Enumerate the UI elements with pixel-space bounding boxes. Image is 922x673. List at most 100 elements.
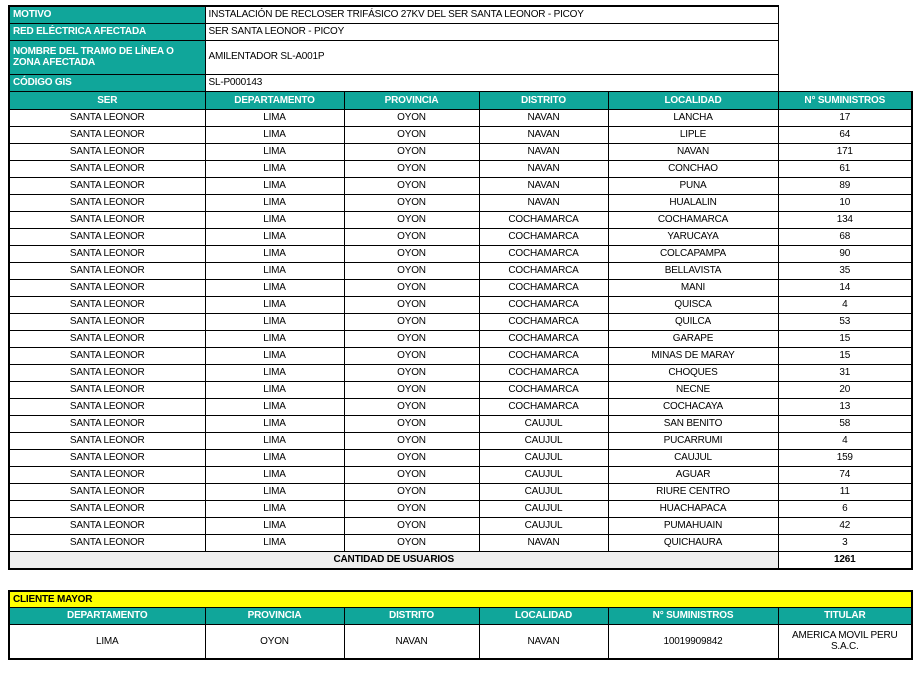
table-cell: LIMA — [204, 330, 345, 348]
table-cell: LIMA — [204, 262, 345, 280]
table-row: SANTA LEONOR LIMA OYON COCHAMARCA QUISCA 4 — [8, 296, 913, 314]
table-cell: OYON — [343, 398, 480, 416]
table-cell: 13 — [777, 398, 913, 416]
motivo-value: INSTALACIÓN DE RECLOSER TRIFÁSICO 27KV D… — [204, 5, 779, 24]
red-electrica-label: RED ELÉCTRICA AFECTADA — [8, 22, 206, 41]
table-cell: 42 — [777, 517, 913, 535]
table-cell: AMERICA MOVIL PERU S.A.C. — [777, 624, 913, 659]
table-cell: CAUJUL — [478, 517, 609, 535]
table-cell: COCHAMARCA — [478, 228, 609, 246]
table-cell: 89 — [777, 177, 913, 195]
info-table: MOTIVO INSTALACIÓN DE RECLOSER TRIFÁSICO… — [8, 5, 779, 91]
table-row: SANTA LEONOR LIMA OYON COCHAMARCA YARUCAYA 68 — [8, 228, 913, 246]
table-cell: LIMA — [204, 143, 345, 161]
table-cell: OYON — [343, 415, 480, 433]
table-cell: 159 — [777, 449, 913, 467]
cliente-mayor-header-row: DEPARTAMENTO PROVINCIA DISTRITO LOCALIDA… — [8, 607, 913, 625]
table-cell: SANTA LEONOR — [8, 194, 206, 212]
table-cell: LIMA — [204, 517, 345, 535]
cliente-mayor-title: CLIENTE MAYOR — [8, 590, 913, 608]
table-cell: LIMA — [204, 211, 345, 229]
table-header-row: SER DEPARTAMENTO PROVINCIA DISTRITO LOCA… — [8, 91, 913, 110]
table-cell: OYON — [343, 483, 480, 501]
tramo-label: NOMBRE DEL TRAMO DE LÍNEA O ZONA AFECTAD… — [8, 39, 206, 75]
table-cell: 15 — [777, 330, 913, 348]
table-cell: AGUAR — [607, 466, 779, 484]
table-row: SANTA LEONOR LIMA OYON COCHAMARCA MANI 14 — [8, 279, 913, 297]
table-cell: LIMA — [204, 432, 345, 450]
table-cell: NAVAN — [478, 160, 609, 178]
table-cell: QUISCA — [607, 296, 779, 314]
table-cell: LIMA — [204, 279, 345, 297]
table-cell: LIMA — [204, 398, 345, 416]
info-row-red-electrica: RED ELÉCTRICA AFECTADA SER SANTA LEONOR … — [8, 22, 779, 41]
table-cell: LIMA — [204, 228, 345, 246]
table-cell: NAVAN — [478, 109, 609, 127]
motivo-label: MOTIVO — [8, 5, 206, 24]
table-cell: OYON — [343, 228, 480, 246]
table-cell: LIPLE — [607, 126, 779, 144]
table-cell: OYON — [343, 347, 480, 365]
table-row: SANTA LEONOR LIMA OYON COCHAMARCA COCHAMARCA… — [8, 211, 913, 229]
table-cell: LIMA — [204, 160, 345, 178]
table-cell: OYON — [343, 500, 480, 518]
table-cell: 35 — [777, 262, 913, 280]
document-page: MOTIVO INSTALACIÓN DE RECLOSER TRIFÁSICO… — [0, 5, 922, 673]
table-cell: MANI — [607, 279, 779, 297]
table-cell: LIMA — [204, 109, 345, 127]
table-row: SANTA LEONOR LIMA OYON COCHAMARCA NECNE 20 — [8, 381, 913, 399]
table-cell: COCHACAYA — [607, 398, 779, 416]
table-cell: CHOQUES — [607, 364, 779, 382]
table-cell: SANTA LEONOR — [8, 432, 206, 450]
table-cell: OYON — [343, 534, 480, 552]
cm-header-titular: TITULAR — [777, 607, 913, 625]
table-cell: SANTA LEONOR — [8, 296, 206, 314]
table-row: SANTA LEONOR LIMA OYON CAUJUL SAN BENITO 58 — [8, 415, 913, 433]
cm-header-distrito: DISTRITO — [343, 607, 480, 625]
table-cell: SANTA LEONOR — [8, 330, 206, 348]
table-cell: CAUJUL — [478, 500, 609, 518]
table-cell: OYON — [343, 432, 480, 450]
table-cell: OYON — [343, 466, 480, 484]
cm-header-departamento: DEPARTAMENTO — [8, 607, 206, 625]
table-cell: COCHAMARCA — [478, 313, 609, 331]
table-cell: NECNE — [607, 381, 779, 399]
table-cell: HUACHAPACA — [607, 500, 779, 518]
info-row-motivo: MOTIVO INSTALACIÓN DE RECLOSER TRIFÁSICO… — [8, 5, 779, 24]
table-row: SANTA LEONOR LIMA OYON COCHAMARCA BELLAVISTA… — [8, 262, 913, 280]
table-cell: OYON — [343, 364, 480, 382]
table-cell: YARUCAYA — [607, 228, 779, 246]
cm-header-localidad: LOCALIDAD — [478, 607, 609, 625]
table-cell: 10019909842 — [607, 624, 779, 659]
table-cell: SANTA LEONOR — [8, 313, 206, 331]
table-cell: OYON — [343, 194, 480, 212]
table-cell: CAUJUL — [478, 483, 609, 501]
table-cell: CONCHAO — [607, 160, 779, 178]
tramo-value: AMILENTADOR SL-A001P — [204, 39, 779, 75]
table-cell: NAVAN — [343, 624, 480, 659]
table-row: SANTA LEONOR LIMA OYON NAVAN LANCHA 17 — [8, 109, 913, 127]
table-cell: CAUJUL — [478, 449, 609, 467]
table-row: SANTA LEONOR LIMA OYON CAUJUL CAUJUL 159 — [8, 449, 913, 467]
header-distrito: DISTRITO — [478, 91, 609, 110]
red-electrica-value: SER SANTA LEONOR - PICOY — [204, 22, 779, 41]
info-row-codigo-gis: CÓDIGO GIS SL-P000143 — [8, 73, 779, 91]
table-cell: SANTA LEONOR — [8, 160, 206, 178]
table-row: SANTA LEONOR LIMA OYON NAVAN QUICHAURA 3 — [8, 534, 913, 552]
table-cell: LIMA — [204, 126, 345, 144]
table-cell: SANTA LEONOR — [8, 177, 206, 195]
table-row: SANTA LEONOR LIMA OYON NAVAN CONCHAO 61 — [8, 160, 913, 178]
table-cell: OYON — [343, 381, 480, 399]
table-cell: OYON — [343, 517, 480, 535]
table-cell: OYON — [343, 245, 480, 263]
table-cell: OYON — [343, 262, 480, 280]
table-cell: CAUJUL — [478, 432, 609, 450]
table-cell: COCHAMARCA — [478, 296, 609, 314]
table-row: SANTA LEONOR LIMA OYON CAUJUL PUMAHUAIN 42 — [8, 517, 913, 535]
table-row: SANTA LEONOR LIMA OYON COCHAMARCA CHOQUES 31 — [8, 364, 913, 382]
table-cell: OYON — [343, 109, 480, 127]
table-row: SANTA LEONOR LIMA OYON COCHAMARCA GARAPE 15 — [8, 330, 913, 348]
table-cell: 4 — [777, 432, 913, 450]
cliente-mayor-title-row: CLIENTE MAYOR — [8, 590, 913, 608]
table-cell: LIMA — [204, 347, 345, 365]
